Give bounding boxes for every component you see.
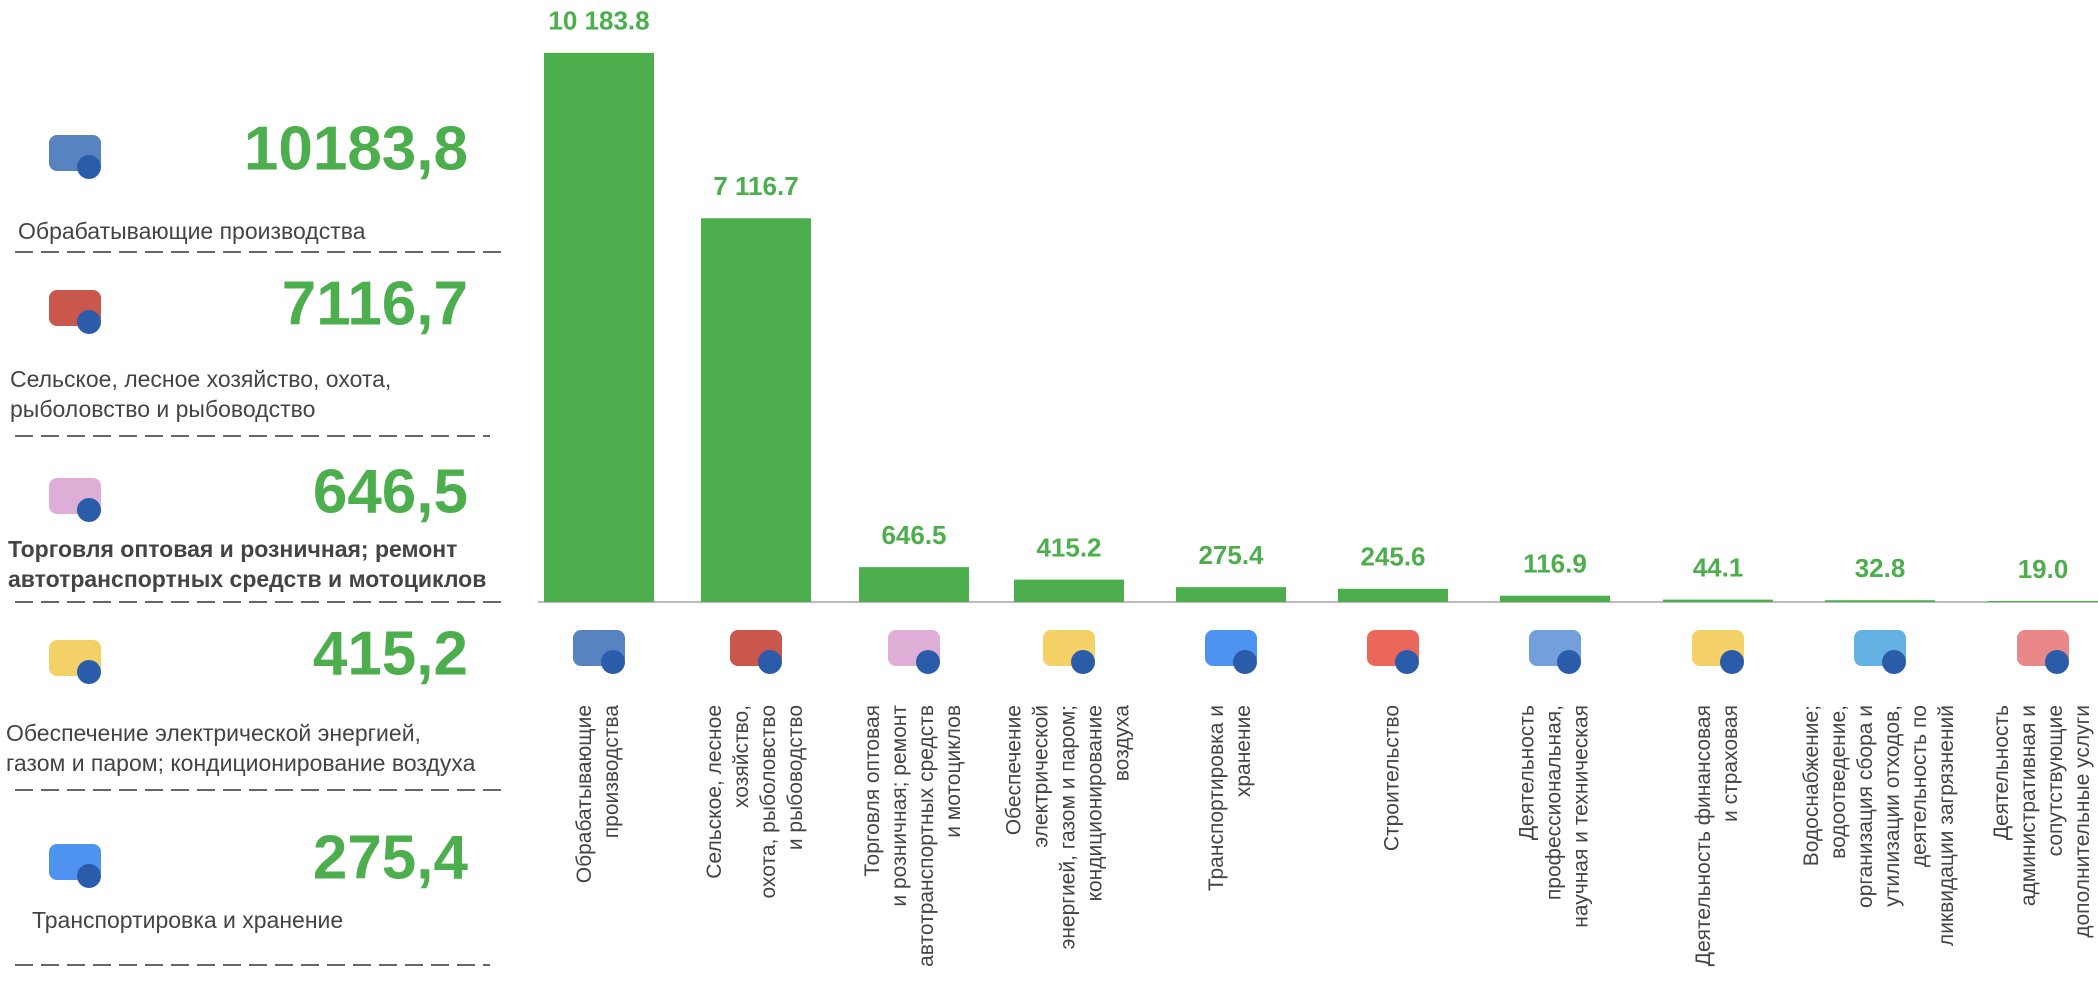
summary-value: 415,2	[313, 619, 468, 688]
icon	[77, 310, 101, 334]
x-tick-label: дополнительные услуги	[2071, 705, 2094, 938]
icon	[77, 155, 101, 179]
value-label: 44.1	[1693, 552, 1744, 582]
icon	[758, 650, 782, 674]
x-tick-label: утилизации отходов,	[1881, 705, 1904, 907]
x-tick-label: профессиональная,	[1543, 705, 1566, 900]
x-tick-label: и рыбоводство	[784, 705, 807, 850]
icon	[1395, 650, 1419, 674]
summary-value: 7116,7	[282, 269, 468, 338]
bar	[859, 567, 969, 602]
icon	[916, 650, 940, 674]
value-label: 10 183.8	[548, 6, 649, 36]
bar	[1988, 601, 2098, 602]
icon	[77, 498, 101, 522]
value-label: 415.2	[1036, 532, 1101, 562]
page: 10183,8 Обрабатывающие производства 7116,7…	[0, 0, 2098, 998]
icon	[2045, 650, 2069, 674]
summary-label: Обеспечение электрической энергией,	[6, 720, 421, 746]
x-tick-label: Обрабатывающие	[573, 705, 596, 883]
x-tick-label: административная и	[2017, 705, 2040, 906]
icon	[1071, 650, 1095, 674]
bar	[1825, 600, 1935, 602]
x-tick-label: Деятельность финансовая	[1692, 705, 1715, 966]
summary-value: 10183,8	[244, 114, 468, 183]
summary-value: 275,4	[313, 823, 469, 892]
summary-value: 646,5	[313, 457, 468, 526]
x-tick-label: хранение	[1232, 705, 1255, 797]
x-tick-label: энергией, газом и паром;	[1057, 705, 1080, 949]
icon	[1882, 650, 1906, 674]
bar	[1014, 580, 1124, 602]
x-tick-label: Деятельность	[1990, 705, 2013, 840]
value-label: 245.6	[1360, 542, 1425, 572]
x-tick-label: Водоснабжение;	[1800, 705, 1823, 866]
x-tick-label: ликвидации загрязнений	[1935, 705, 1958, 946]
x-tick-label: Деятельность	[1516, 705, 1539, 840]
x-tick-label: производства	[600, 705, 623, 839]
x-tick-label: воздуха	[1111, 705, 1134, 782]
x-tick-label: сопутствующие	[2044, 705, 2067, 856]
icon	[77, 864, 101, 888]
x-tick-label: Сельское, лесное	[703, 705, 726, 879]
value-label: 7 116.7	[713, 171, 798, 201]
summary-label: Обрабатывающие производства	[18, 218, 366, 244]
value-label: 646.5	[881, 520, 946, 550]
bar	[544, 53, 654, 602]
x-tick-label: научная и техническая	[1570, 705, 1593, 928]
x-tick-label: Строительство	[1381, 705, 1404, 851]
value-label: 116.9	[1523, 549, 1587, 579]
icon	[601, 650, 625, 674]
x-tick-label: Обеспечение	[1003, 705, 1026, 835]
value-label: 275.4	[1198, 540, 1264, 570]
summary-label: Транспортировка и хранение	[32, 907, 343, 933]
value-label: 19.0	[2018, 554, 2069, 584]
value-label: 32.8	[1855, 553, 1906, 583]
x-tick-label: кондиционирование	[1084, 705, 1107, 901]
icon	[1557, 650, 1581, 674]
bar	[1500, 596, 1610, 602]
x-tick-label: водоотведение,	[1827, 705, 1850, 859]
bar	[1338, 589, 1448, 602]
summary-label: газом и паром; кондиционирование воздуха	[6, 750, 476, 776]
summary-label: Сельское, лесное хозяйство, охота,	[10, 366, 391, 392]
x-tick-label: электрической	[1030, 705, 1053, 848]
x-tick-label: хозяйство,	[730, 705, 753, 808]
bar	[701, 218, 811, 602]
summary-label: Торговля оптовая и розничная; ремонт	[8, 536, 457, 562]
bar	[1176, 587, 1286, 602]
x-tick-label: организация сбора и	[1854, 705, 1877, 908]
summary-label: рыболовство и рыбоводство	[10, 396, 315, 422]
icon	[1233, 650, 1257, 674]
summary-label: автотранспортных средств и мотоциклов	[8, 566, 486, 592]
x-tick-label: Торговля оптовая	[861, 705, 884, 877]
x-tick-label: охота, рыболовство	[757, 705, 780, 898]
x-tick-label: и страховая	[1719, 705, 1742, 822]
x-tick-label: Транспортировка и	[1205, 705, 1228, 891]
icon	[77, 660, 101, 684]
x-tick-label: автотранспортных средств	[915, 705, 938, 967]
x-tick-label: деятельность по	[1908, 705, 1931, 867]
x-tick-label: и мотоциклов	[942, 705, 965, 838]
x-tick-label: и розничная; ремонт	[888, 705, 911, 907]
bar	[1663, 600, 1773, 602]
icon	[1720, 650, 1744, 674]
